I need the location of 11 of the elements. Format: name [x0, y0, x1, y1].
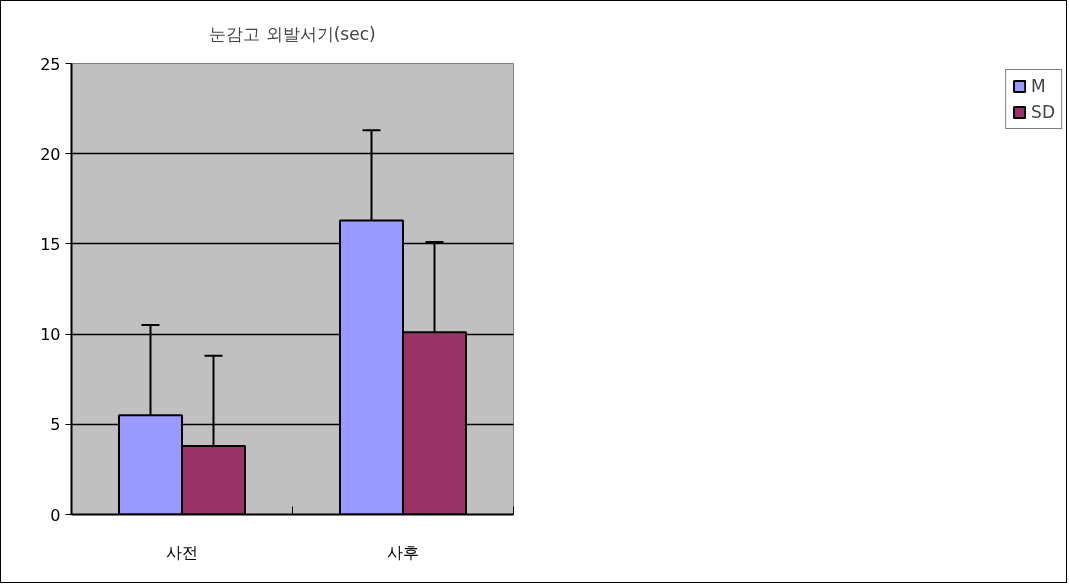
x-tick-label: 사전	[166, 542, 198, 562]
chart-title: 눈감고 외발서기(sec)	[209, 23, 376, 44]
x-tick-label: 사후	[387, 542, 419, 562]
y-tick-label: 20	[40, 144, 61, 164]
y-tick-label: 0	[50, 505, 61, 525]
legend-label: M	[1031, 76, 1047, 96]
y-tick-label: 5	[50, 415, 61, 435]
legend-label: SD	[1031, 102, 1055, 122]
y-tick-label: 15	[40, 234, 61, 254]
y-tick-label: 25	[40, 54, 61, 74]
y-tick-label: 10	[40, 325, 61, 345]
